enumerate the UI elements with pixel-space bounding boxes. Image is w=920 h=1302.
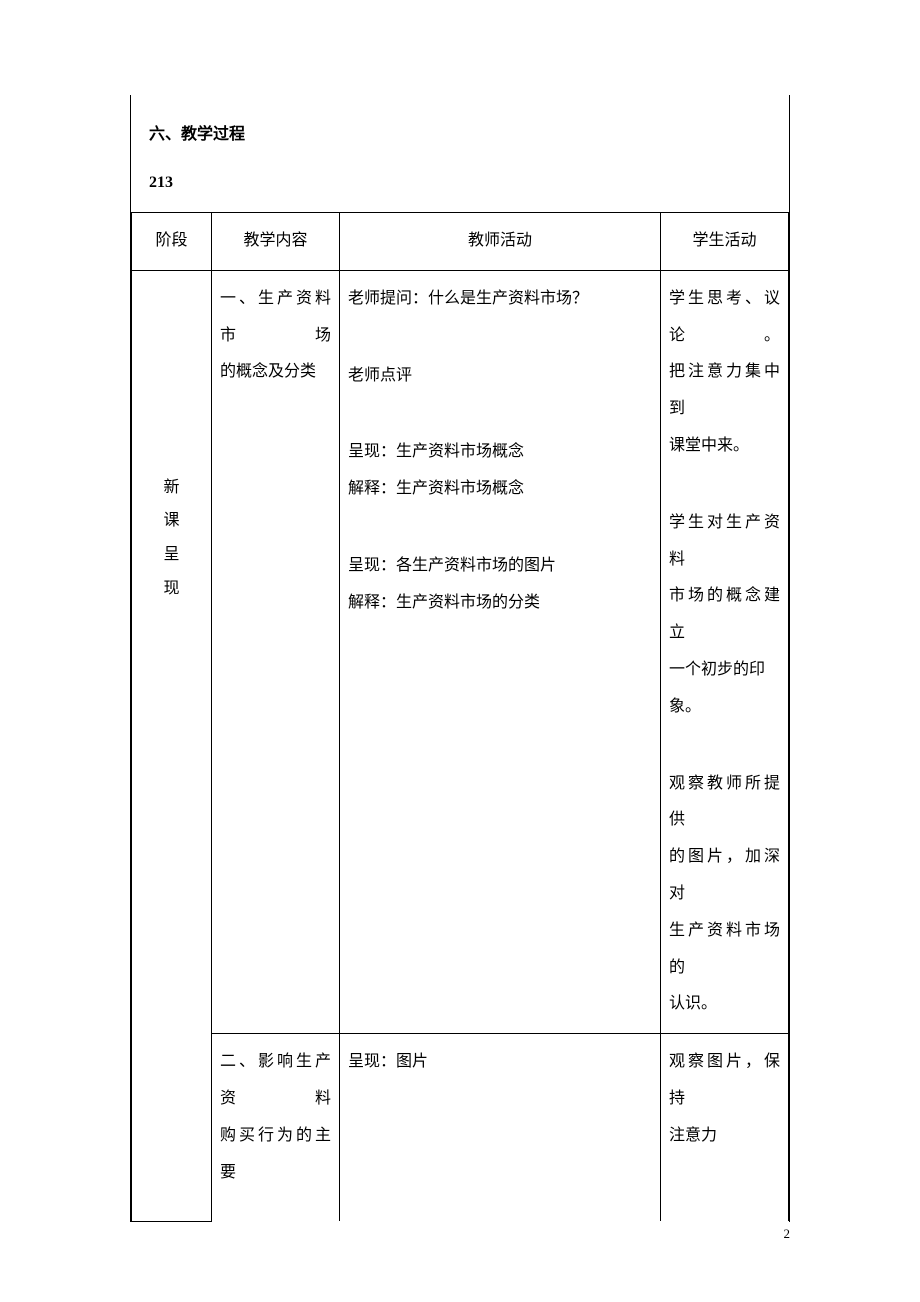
student-line: 的图片，加深对 <box>669 839 780 913</box>
student-block: 观察教师所提供 的图片，加深对 生产资料市场的 认识。 <box>669 766 780 1024</box>
stage-char: 呈 <box>140 538 203 572</box>
student-line: 课堂中来。 <box>669 428 780 465</box>
header-section: 六、教学过程 213 <box>131 120 789 212</box>
col-header-teacher: 教师活动 <box>340 213 661 271</box>
student-block: 学生思考、议论。 把注意力集中到 课堂中来。 <box>669 281 780 465</box>
teacher-block: 老师点评 <box>348 358 652 395</box>
content-line: 二、影响生产资料 <box>220 1044 331 1118</box>
table-row: 二、影响生产资料 购买行为的主要 呈现：图片 观察图片，保持 注意力 <box>132 1034 789 1222</box>
student-line: 学生思考、议论。 <box>669 281 780 355</box>
teacher-line: 解释：生产资料市场的分类 <box>348 585 652 622</box>
teacher-block: 老师提问：什么是生产资料市场？ <box>348 281 652 318</box>
stage-char: 新 <box>140 471 203 505</box>
col-header-student: 学生活动 <box>661 213 789 271</box>
page-container: 六、教学过程 213 阶段 教学内容 教师活动 学生活动 新 课 <box>0 0 920 1222</box>
section-title: 六、教学过程 <box>149 120 771 144</box>
teacher-line: 老师点评 <box>348 358 652 395</box>
col-header-content: 教学内容 <box>212 213 340 271</box>
student-line: 观察教师所提供 <box>669 766 780 840</box>
student-line: 观察图片，保持 <box>669 1044 780 1118</box>
spacer <box>348 662 652 772</box>
student-cell: 观察图片，保持 注意力 <box>661 1034 789 1222</box>
teacher-line: 解释：生产资料市场概念 <box>348 471 652 508</box>
student-cell: 学生思考、议论。 把注意力集中到 课堂中来。 学生对生产资料 市场的概念建立 一… <box>661 270 789 1033</box>
content-cell: 一、生产资料市场 的概念及分类 <box>212 270 340 1033</box>
student-line: 认识。 <box>669 986 780 1023</box>
table-header-row: 阶段 教学内容 教师活动 学生活动 <box>132 213 789 271</box>
stage-char: 课 <box>140 504 203 538</box>
content-line: 的概念及分类 <box>220 354 331 391</box>
teacher-line: 呈现：各生产资料市场的图片 <box>348 548 652 585</box>
col-header-stage: 阶段 <box>132 213 212 271</box>
student-line: 把注意力集中到 <box>669 354 780 428</box>
content-line: 购买行为的主要 <box>220 1118 331 1192</box>
content-cell: 二、影响生产资料 购买行为的主要 <box>212 1034 340 1222</box>
content-line: 一、生产资料市场 <box>220 281 331 355</box>
teacher-line: 老师提问：什么是生产资料市场？ <box>348 281 652 318</box>
teacher-line: 呈现：生产资料市场概念 <box>348 434 652 471</box>
teacher-line: 呈现：图片 <box>348 1044 652 1081</box>
stage-cell: 新 课 呈 现 <box>132 270 212 1221</box>
student-block: 学生对生产资料 市场的概念建立 一个初步的印象。 <box>669 505 780 726</box>
student-line: 一个初步的印象。 <box>669 652 780 726</box>
section-number: 213 <box>149 174 771 192</box>
teacher-block: 呈现：生产资料市场概念 解释：生产资料市场概念 <box>348 434 652 508</box>
page-number: 2 <box>784 1226 791 1242</box>
student-line: 生产资料市场的 <box>669 913 780 987</box>
student-line: 注意力 <box>669 1118 780 1155</box>
teacher-cell: 老师提问：什么是生产资料市场？ 老师点评 呈现：生产资料市场概念 解释：生产资料… <box>340 270 661 1033</box>
teacher-cell: 呈现：图片 <box>340 1034 661 1222</box>
stage-label: 新 课 呈 现 <box>140 471 203 605</box>
student-line: 学生对生产资料 <box>669 505 780 579</box>
stage-char: 现 <box>140 572 203 606</box>
table-row: 新 课 呈 现 一、生产资料市场 的概念及分类 老师提问：什么是生产资料市场？ <box>132 270 789 1033</box>
teacher-block: 呈现：各生产资料市场的图片 解释：生产资料市场的分类 <box>348 548 652 622</box>
lesson-table: 阶段 教学内容 教师活动 学生活动 新 课 呈 现 <box>131 212 789 1222</box>
student-line: 市场的概念建立 <box>669 578 780 652</box>
outer-border: 六、教学过程 213 阶段 教学内容 教师活动 学生活动 新 课 <box>130 95 790 1222</box>
